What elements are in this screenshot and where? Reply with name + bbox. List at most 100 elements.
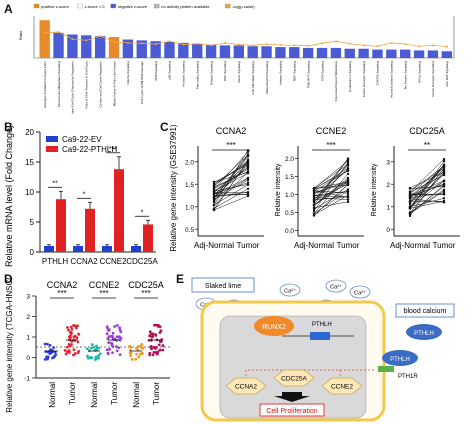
panel-d-point xyxy=(98,352,102,356)
panel-b-tick-label: 5 xyxy=(30,218,35,227)
target-gene-label: CCNE2 xyxy=(331,384,353,391)
panel-a-pvalue-point xyxy=(376,45,379,48)
panel-b-significance: * xyxy=(141,209,144,216)
panel-d-point xyxy=(128,351,132,355)
panel-d-point xyxy=(130,358,134,361)
panel-d-point xyxy=(106,337,110,341)
panel-a-legend: positive z-score z-score = 0 negative z-sc… xyxy=(33,3,255,9)
panel-d-point xyxy=(152,350,156,354)
panel-label-e: E xyxy=(176,272,185,286)
panel-a-pvalue-point xyxy=(418,45,421,48)
panel-b-bar xyxy=(85,208,95,252)
target-gene-hexagon xyxy=(321,377,363,395)
panel-d-point xyxy=(140,342,144,346)
panel-c-x-label: Tumor xyxy=(433,241,456,250)
panel-d-point xyxy=(77,349,81,353)
panel-a-category-label: Glioma Signaling xyxy=(126,61,130,85)
panel-d-point xyxy=(156,325,160,328)
panel-d-point xyxy=(128,344,132,348)
panel-a-pvalue-point xyxy=(224,41,227,44)
panel-a-bar xyxy=(136,40,147,58)
panel-c-y-label-1: Relative gene intensity (GSE37991) xyxy=(169,124,178,252)
panel-d-point xyxy=(161,348,165,352)
panel-a-bar xyxy=(233,45,244,58)
panel-d-point xyxy=(77,332,81,336)
panel-a-pvalue-point xyxy=(265,43,268,46)
panel-c-tick-label: 0.0 xyxy=(285,228,294,235)
panel-d-point xyxy=(105,348,109,352)
panel-d-tick-label: 2 xyxy=(26,314,30,321)
panel-d-point xyxy=(110,334,114,338)
panel-d-point xyxy=(115,349,119,353)
panel-a-bar xyxy=(122,39,134,58)
panel-a-bar xyxy=(316,47,328,58)
blood-calcium-box xyxy=(395,303,455,318)
target-gene-hexagon xyxy=(225,377,267,395)
panel-a-pvalue-point xyxy=(349,42,351,45)
panel-a-legend-item: negative z-score xyxy=(118,4,148,9)
panel-a-legend-item: positive z-score xyxy=(41,4,70,9)
panel-label-b: B xyxy=(4,120,13,134)
panel-c-x-label: Adj-Normal xyxy=(390,241,430,250)
panel-d-point xyxy=(153,323,156,327)
panel-a-pvalue-point xyxy=(390,41,393,44)
panel-d-point xyxy=(46,357,49,361)
panel-b-bar xyxy=(143,224,153,252)
pthlh-protein-receptor xyxy=(382,350,418,366)
panel-d-point xyxy=(92,345,95,349)
panel-a-pvalue-point xyxy=(168,40,171,43)
panel-a-category-label: Pancreatic Signaling xyxy=(195,61,199,89)
panel-a-category-label: GP6 Signaling xyxy=(320,61,324,81)
panel-d-point xyxy=(107,329,111,332)
pthlh-receptor-label: PTHLH xyxy=(390,357,410,363)
panel-d-tick-label: -1 xyxy=(24,376,30,383)
panel-d-point xyxy=(90,343,94,346)
panel-a-bar xyxy=(108,37,120,58)
panel-a-category-label: Estrogen-mediated S-phase Entry xyxy=(43,61,47,108)
panel-a-bar xyxy=(219,45,231,58)
panel-d-point xyxy=(148,330,152,334)
panel-a-bar xyxy=(275,47,286,58)
panel-b-bar xyxy=(131,246,141,252)
pthlh-protein-outside xyxy=(406,324,442,340)
panel-a-bar xyxy=(164,42,175,58)
panel-d-point xyxy=(134,357,138,361)
panel-a-pvalue-point xyxy=(279,43,282,46)
panel-a-pvalue-point xyxy=(210,44,213,47)
panel-b-category-label: PTHLH xyxy=(42,257,68,266)
pth1r-label: PTH1R xyxy=(398,374,418,380)
panel-a-pvalue-point xyxy=(196,42,199,45)
panel-d-point xyxy=(52,346,56,350)
panel-a-pvalue-point xyxy=(321,42,324,45)
panel-b-significance: * xyxy=(83,191,86,198)
panel-a-pvalue-point xyxy=(127,41,130,44)
panel-a-category-label: Colorectal Cancer Metastasis xyxy=(334,61,338,102)
panel-d-point xyxy=(137,355,141,359)
panel-a-category-label: Renin Signaling xyxy=(237,61,241,83)
panel-c-tick-label: 2.0 xyxy=(185,159,194,166)
panel-a-category-label: Inter-Cell Cycle Checkpoint Regulation xyxy=(71,61,75,114)
panel-d-point xyxy=(137,345,140,348)
panel-a-pvalue-point xyxy=(154,43,157,46)
panel-a-bar xyxy=(400,49,411,58)
panel-a-pvalue-point xyxy=(99,35,102,38)
panel-a-category-label: Prolactin Signaling xyxy=(182,61,186,87)
panel-a-bar xyxy=(67,34,78,58)
panel-d-group-title: CDC25A xyxy=(128,280,164,290)
panel-d-point xyxy=(69,325,73,329)
panel-a-bar xyxy=(261,46,272,58)
panel-c-plot-title: CCNA2 xyxy=(216,126,247,136)
panel-a-bar xyxy=(289,47,300,58)
panel-a-bar xyxy=(178,42,189,58)
panel-d-point xyxy=(73,339,77,342)
panel-c-tick-label: 0.5 xyxy=(285,210,294,217)
panel-b-chart: Relative mRNA level (Fold Change) 0 5 10 15… xyxy=(4,126,158,267)
panel-d-point xyxy=(135,346,138,350)
panel-d-point xyxy=(118,353,122,356)
panel-d-point xyxy=(115,335,119,339)
panel-d-y-label: Relative gene intensity (TCGA-HNSCC) xyxy=(5,278,14,413)
panel-a-bar xyxy=(81,35,92,58)
runx2-label: RUNX2 xyxy=(262,324,286,331)
panel-d-point xyxy=(70,343,73,346)
panel-a-pvalue-point xyxy=(446,45,449,48)
